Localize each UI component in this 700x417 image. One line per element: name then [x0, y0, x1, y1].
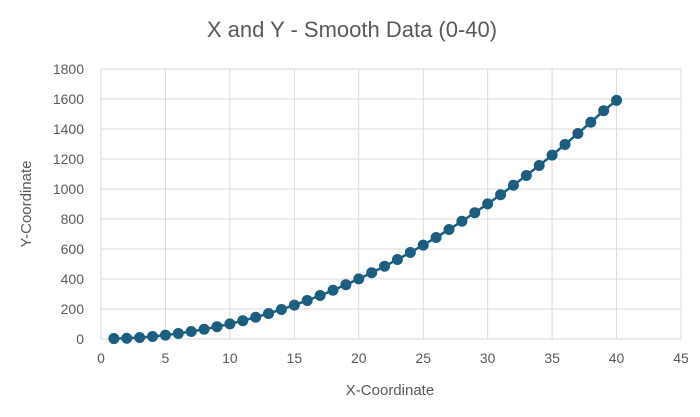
- chart-title: X and Y - Smooth Data (0-40): [207, 17, 497, 42]
- data-point: [585, 116, 597, 128]
- x-tick-label: 0: [97, 350, 105, 366]
- data-point: [353, 273, 365, 285]
- x-tick-label: 10: [222, 350, 238, 366]
- data-point: [443, 224, 455, 235]
- x-tick-label: 5: [162, 350, 170, 366]
- y-tick-label: 600: [61, 241, 85, 257]
- x-tick-label: 15: [287, 350, 303, 366]
- data-point: [211, 321, 223, 333]
- data-point: [224, 318, 236, 330]
- series-line: [113, 99, 618, 340]
- data-point: [327, 284, 339, 296]
- data-point: [366, 267, 378, 279]
- y-tick-label: 0: [76, 331, 84, 347]
- data-point: [314, 290, 326, 301]
- data-point: [275, 303, 287, 315]
- data-point: [572, 128, 584, 139]
- data-point: [185, 326, 197, 337]
- y-tick-label: 1200: [53, 151, 84, 167]
- series-group: [108, 94, 623, 345]
- data-point: [301, 294, 313, 306]
- data-point: [404, 246, 416, 258]
- y-tick-label: 1800: [53, 61, 84, 77]
- data-point: [172, 327, 184, 339]
- x-axis-ticks: 0 5 10 15 20 25 30 35 40 45: [97, 350, 689, 366]
- gridlines: [100, 68, 682, 340]
- x-tick-label: 30: [480, 350, 496, 366]
- data-point: [417, 239, 429, 251]
- data-point: [520, 170, 532, 181]
- data-point: [456, 215, 468, 227]
- y-axis-title: Y-Coordinate: [18, 160, 35, 247]
- data-point: [546, 149, 558, 161]
- data-point: [469, 207, 481, 219]
- data-point: [340, 279, 352, 291]
- data-point: [559, 138, 571, 150]
- data-point: [198, 323, 210, 335]
- x-axis-title: X-Coordinate: [346, 382, 434, 399]
- x-tick-label: 35: [544, 350, 560, 366]
- data-point: [611, 94, 623, 106]
- y-tick-label: 1600: [53, 91, 84, 107]
- x-tick-label: 20: [351, 350, 367, 366]
- y-tick-label: 1400: [53, 121, 84, 137]
- y-tick-label: 200: [61, 301, 85, 317]
- data-point: [507, 179, 519, 191]
- y-tick-label: 800: [61, 211, 85, 227]
- y-tick-label: 400: [61, 271, 85, 287]
- y-tick-label: 1000: [53, 181, 84, 197]
- data-point: [159, 329, 171, 341]
- data-point: [134, 332, 146, 343]
- data-point: [379, 260, 391, 272]
- data-point: [391, 254, 403, 265]
- data-point: [108, 333, 120, 345]
- data-point: [237, 315, 249, 327]
- data-point: [250, 311, 262, 323]
- data-point: [288, 299, 300, 311]
- data-point: [263, 308, 275, 319]
- y-axis-ticks: 0 200 400 600 800 1000 1200 1400 1600 1800: [53, 61, 84, 347]
- data-point: [430, 231, 442, 243]
- data-point: [495, 189, 507, 201]
- x-tick-label: 45: [673, 350, 689, 366]
- data-point: [147, 330, 159, 342]
- x-tick-label: 25: [415, 350, 431, 366]
- data-point: [533, 159, 545, 171]
- data-point: [598, 105, 610, 117]
- x-tick-label: 40: [609, 350, 625, 366]
- data-point: [482, 198, 494, 210]
- data-point: [121, 332, 133, 344]
